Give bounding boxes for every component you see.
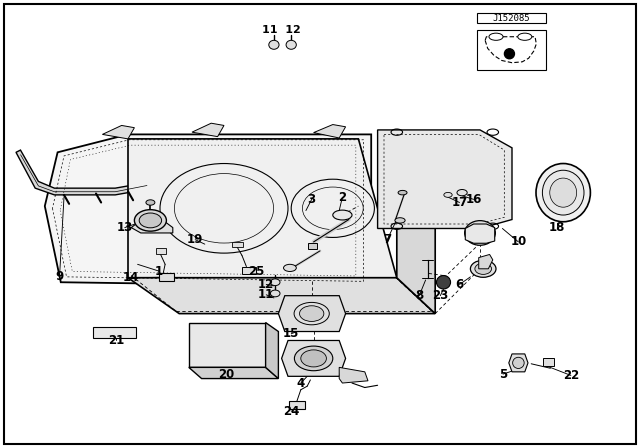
Ellipse shape [550, 178, 577, 207]
Bar [289, 401, 305, 409]
Text: 8: 8 [415, 289, 423, 302]
Polygon shape [378, 130, 512, 228]
Text: 10: 10 [510, 235, 527, 249]
Text: 11  12: 11 12 [262, 26, 301, 35]
Ellipse shape [470, 224, 490, 241]
Text: 16: 16 [465, 193, 482, 206]
Text: 11: 11 [258, 288, 275, 302]
Polygon shape [45, 134, 371, 287]
Ellipse shape [333, 210, 352, 220]
Ellipse shape [470, 260, 496, 277]
Polygon shape [131, 220, 173, 233]
Text: 12: 12 [258, 278, 275, 291]
Ellipse shape [395, 218, 405, 223]
Ellipse shape [543, 170, 584, 215]
Ellipse shape [294, 346, 333, 371]
Text: 3: 3 [308, 193, 316, 206]
Ellipse shape [301, 350, 326, 367]
Ellipse shape [146, 200, 155, 205]
Polygon shape [189, 367, 278, 379]
Polygon shape [278, 296, 346, 332]
Ellipse shape [475, 263, 492, 274]
Bar [477, 30, 546, 70]
Text: 19: 19 [187, 233, 204, 246]
Text: 24: 24 [283, 405, 300, 418]
Ellipse shape [536, 164, 591, 222]
Text: 1: 1 [155, 264, 163, 278]
Bar [232, 242, 243, 247]
Bar [543, 358, 554, 366]
Ellipse shape [300, 306, 324, 321]
Polygon shape [314, 125, 346, 138]
Ellipse shape [444, 193, 452, 198]
Bar [242, 267, 256, 274]
Text: 14: 14 [123, 271, 140, 284]
Text: 22: 22 [563, 369, 579, 382]
Text: 20: 20 [218, 367, 234, 381]
Polygon shape [397, 139, 435, 314]
Text: 21: 21 [108, 334, 125, 347]
Ellipse shape [140, 213, 161, 228]
Text: 5: 5 [499, 367, 507, 381]
Circle shape [504, 49, 515, 59]
Ellipse shape [489, 33, 503, 40]
Ellipse shape [269, 40, 279, 49]
Bar [156, 248, 166, 254]
Ellipse shape [436, 276, 451, 289]
Ellipse shape [457, 190, 467, 196]
Text: 7: 7 [383, 233, 391, 246]
Text: 25: 25 [248, 264, 264, 278]
Text: 15: 15 [283, 327, 300, 340]
Ellipse shape [134, 210, 166, 231]
Ellipse shape [284, 264, 296, 271]
Polygon shape [266, 323, 278, 379]
Polygon shape [192, 123, 224, 137]
Ellipse shape [513, 358, 524, 368]
Text: 4: 4 [297, 376, 305, 390]
Text: 2: 2 [339, 190, 346, 204]
Polygon shape [465, 224, 495, 243]
Text: 17: 17 [451, 196, 468, 209]
Text: 23: 23 [432, 289, 449, 302]
Polygon shape [189, 323, 266, 367]
Polygon shape [308, 243, 317, 249]
Polygon shape [479, 254, 493, 269]
Polygon shape [102, 125, 134, 139]
Polygon shape [128, 139, 397, 278]
Polygon shape [16, 150, 154, 195]
Ellipse shape [518, 33, 532, 40]
Text: 6: 6 [456, 278, 463, 291]
Polygon shape [282, 340, 346, 376]
Bar [159, 273, 174, 281]
Text: J152085: J152085 [493, 14, 530, 23]
Text: 9: 9 [56, 270, 63, 284]
Polygon shape [339, 367, 368, 383]
Ellipse shape [286, 40, 296, 49]
Polygon shape [128, 278, 435, 314]
Ellipse shape [465, 221, 495, 246]
Text: 18: 18 [548, 221, 565, 234]
Ellipse shape [270, 290, 280, 297]
Ellipse shape [270, 279, 280, 286]
Polygon shape [509, 354, 528, 372]
Text: 13: 13 [116, 221, 133, 234]
Bar [477, 13, 546, 23]
Bar [93, 327, 136, 338]
Ellipse shape [398, 190, 407, 195]
